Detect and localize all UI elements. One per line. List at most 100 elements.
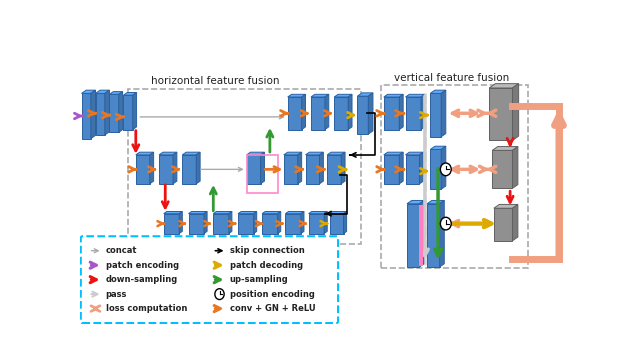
Polygon shape [246,152,264,155]
Polygon shape [159,152,177,155]
Text: patch decoding: patch decoding [230,261,303,270]
Polygon shape [288,97,301,130]
Polygon shape [238,211,257,214]
Text: horizontal feature fusion: horizontal feature fusion [152,76,280,86]
Polygon shape [441,146,446,189]
Polygon shape [150,152,154,184]
Polygon shape [358,93,373,96]
Polygon shape [430,150,441,189]
Polygon shape [384,152,403,155]
Polygon shape [253,211,257,234]
Polygon shape [430,94,441,137]
Polygon shape [407,201,424,204]
Polygon shape [124,95,132,130]
Polygon shape [164,211,182,214]
Polygon shape [213,211,232,214]
Polygon shape [182,155,196,184]
Polygon shape [179,211,182,234]
Polygon shape [173,152,177,184]
Polygon shape [489,88,513,141]
Polygon shape [119,92,123,132]
Polygon shape [384,155,399,184]
Polygon shape [285,214,301,234]
Polygon shape [513,84,518,141]
Polygon shape [311,94,329,97]
Polygon shape [132,92,136,130]
Polygon shape [301,94,305,130]
Polygon shape [182,152,200,155]
Polygon shape [348,94,352,130]
Polygon shape [399,152,403,184]
Text: skip connection: skip connection [230,246,305,255]
Polygon shape [95,94,105,135]
Polygon shape [124,92,136,95]
Polygon shape [334,97,348,130]
Polygon shape [334,94,352,97]
Polygon shape [430,146,446,150]
Polygon shape [308,211,327,214]
Polygon shape [260,152,264,184]
Polygon shape [109,94,119,132]
Polygon shape [136,152,154,155]
Bar [419,205,422,266]
Polygon shape [399,94,403,130]
Text: up-sampling: up-sampling [230,275,289,284]
Polygon shape [196,152,200,184]
Polygon shape [262,214,278,234]
Text: position encoding: position encoding [230,290,314,298]
Text: concat: concat [106,246,137,255]
Circle shape [215,289,224,300]
Polygon shape [285,211,304,214]
Polygon shape [384,97,399,130]
Polygon shape [81,90,95,94]
Polygon shape [330,214,344,234]
Polygon shape [324,211,327,234]
Polygon shape [419,201,424,267]
FancyBboxPatch shape [81,236,338,323]
Text: loss computation: loss computation [106,304,187,313]
Circle shape [440,217,451,230]
Polygon shape [489,84,518,88]
Text: vertical feature fusion: vertical feature fusion [394,72,509,83]
Polygon shape [81,94,91,139]
Polygon shape [91,90,95,139]
Polygon shape [406,97,421,130]
Polygon shape [492,150,513,188]
Polygon shape [305,155,319,184]
Polygon shape [189,214,204,234]
Polygon shape [406,152,423,155]
Polygon shape [189,211,207,214]
Polygon shape [305,152,323,155]
Text: conv + GN + ReLU: conv + GN + ReLU [230,304,316,313]
Polygon shape [325,94,329,130]
Polygon shape [513,147,518,188]
Circle shape [440,163,451,176]
Polygon shape [238,214,253,234]
Polygon shape [319,152,323,184]
Polygon shape [311,97,325,130]
Polygon shape [213,214,229,234]
Polygon shape [136,155,150,184]
Polygon shape [407,204,419,267]
Polygon shape [164,214,179,234]
Polygon shape [288,94,305,97]
Polygon shape [344,211,347,234]
Text: down-sampling: down-sampling [106,275,178,284]
Polygon shape [406,155,419,184]
Polygon shape [229,211,232,234]
Polygon shape [421,94,425,130]
Polygon shape [262,211,281,214]
Polygon shape [440,201,444,267]
Polygon shape [301,211,304,234]
Polygon shape [430,90,446,94]
Polygon shape [109,92,123,94]
Polygon shape [95,90,109,94]
Polygon shape [428,201,444,204]
Polygon shape [513,205,518,241]
Polygon shape [441,90,446,137]
Polygon shape [330,211,347,214]
Polygon shape [406,94,425,97]
Polygon shape [368,93,373,134]
Polygon shape [308,214,324,234]
Polygon shape [358,96,368,134]
